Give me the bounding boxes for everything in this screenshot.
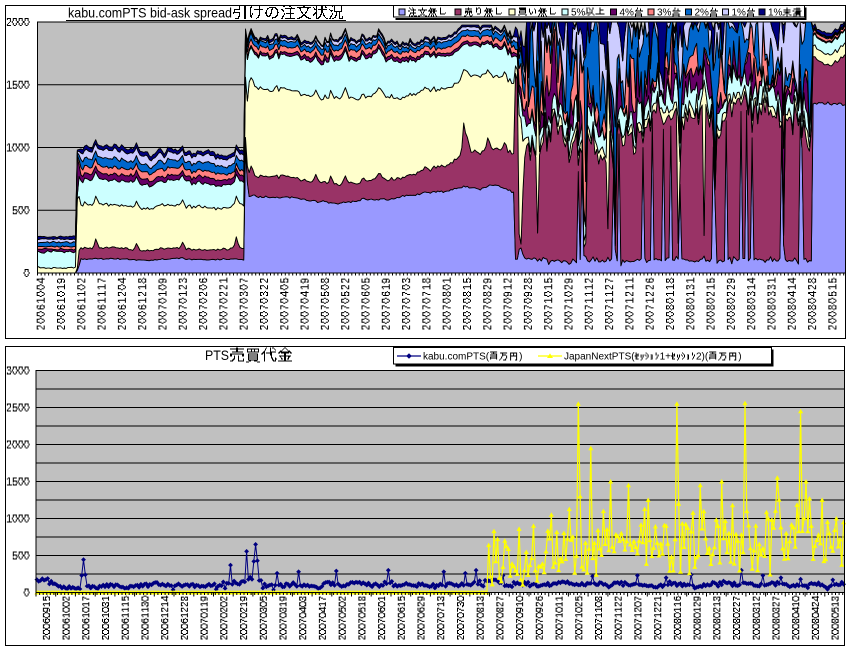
svg-text:PTS: PTS bbox=[205, 347, 229, 363]
svg-text:kabu.comPTS(: kabu.comPTS( bbox=[423, 352, 490, 363]
svg-text:1%: 1% bbox=[768, 8, 783, 19]
svg-text:1%: 1% bbox=[732, 8, 747, 19]
svg-text:5%: 5% bbox=[571, 8, 586, 19]
svg-text:): ) bbox=[519, 352, 522, 363]
svg-text:4%: 4% bbox=[620, 8, 635, 19]
svg-text:1+: 1+ bbox=[660, 352, 672, 363]
svg-text:JapanNextPTS(: JapanNextPTS( bbox=[564, 352, 635, 363]
svg-text:2%: 2% bbox=[695, 8, 710, 19]
svg-text:2)(: 2)( bbox=[696, 352, 709, 363]
svg-text:kabu.comPTS bid-ask spread: kabu.comPTS bid-ask spread bbox=[68, 5, 232, 21]
svg-text:): ) bbox=[738, 352, 741, 363]
svg-text:3%: 3% bbox=[657, 8, 672, 19]
